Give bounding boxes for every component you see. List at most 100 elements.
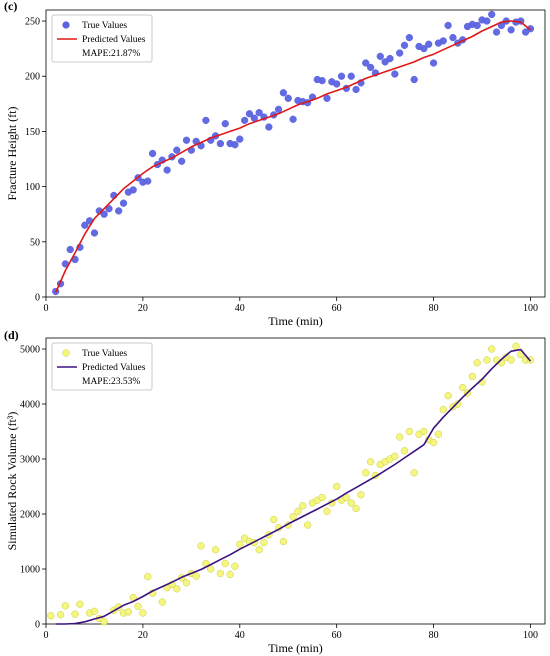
true-value-point bbox=[207, 565, 215, 573]
true-value-point bbox=[260, 538, 268, 547]
true-value-point bbox=[342, 493, 351, 502]
predicted-values-line bbox=[54, 20, 532, 293]
true-value-point bbox=[483, 356, 491, 364]
true-value-point bbox=[347, 499, 355, 507]
true-value-point bbox=[400, 447, 409, 455]
legend-true-marker bbox=[62, 349, 70, 357]
true-value-point bbox=[192, 572, 200, 580]
panel-label: (c) bbox=[4, 0, 17, 13]
true-value-point bbox=[512, 342, 520, 350]
true-value-point bbox=[357, 491, 365, 499]
true-value-point bbox=[488, 10, 496, 19]
y-tick-label: 150 bbox=[25, 127, 40, 138]
y-tick-label: 0 bbox=[35, 293, 40, 304]
true-value-point bbox=[148, 149, 157, 158]
plot-frame bbox=[45, 337, 546, 625]
y-tick-label: 100 bbox=[25, 182, 40, 193]
true-value-point bbox=[333, 80, 341, 88]
true-value-point bbox=[100, 210, 108, 218]
true-value-point bbox=[303, 521, 312, 529]
x-tick-label: 0 bbox=[44, 630, 49, 641]
x-tick-label: 80 bbox=[429, 630, 439, 641]
true-value-point bbox=[197, 542, 205, 550]
true-value-point bbox=[429, 59, 438, 67]
true-value-point bbox=[158, 598, 166, 606]
true-value-point bbox=[66, 245, 74, 254]
x-tick-label: 20 bbox=[138, 303, 148, 314]
true-value-point bbox=[468, 372, 476, 381]
true-value-point bbox=[255, 546, 263, 554]
true-value-point bbox=[90, 229, 99, 237]
true-value-point bbox=[362, 469, 370, 477]
true-value-point bbox=[144, 573, 152, 581]
x-tick-label: 60 bbox=[332, 303, 342, 314]
true-value-point bbox=[347, 72, 355, 80]
legend: True Values Predicted Values MAPE:21.87% bbox=[51, 14, 153, 63]
true-value-point bbox=[507, 26, 515, 34]
true-value-point bbox=[405, 427, 413, 436]
true-value-point bbox=[105, 205, 113, 213]
true-value-point bbox=[90, 607, 99, 615]
true-value-point bbox=[279, 537, 288, 546]
true-value-point bbox=[410, 469, 418, 477]
true-value-point bbox=[265, 123, 273, 131]
true-value-point bbox=[173, 146, 181, 154]
true-value-point bbox=[488, 345, 496, 353]
true-value-point bbox=[129, 186, 137, 194]
y-tick-label: 4000 bbox=[20, 400, 40, 411]
true-value-point bbox=[231, 562, 239, 570]
true-value-point bbox=[47, 612, 55, 620]
true-value-point bbox=[439, 37, 447, 45]
true-value-point bbox=[56, 611, 65, 619]
x-tick-label: 100 bbox=[523, 303, 538, 314]
true-value-point bbox=[323, 94, 331, 102]
true-value-point bbox=[318, 493, 326, 502]
y-axis-label: Simulated Rock Volume (ft³) bbox=[5, 412, 19, 551]
legend-mape-label: MAPE:23.53% bbox=[82, 377, 140, 387]
true-value-point bbox=[376, 52, 384, 61]
true-value-point bbox=[240, 116, 249, 125]
true-value-point bbox=[289, 513, 297, 521]
x-tick-label: 80 bbox=[429, 303, 439, 314]
legend-true-marker bbox=[62, 21, 70, 29]
y-tick-label: 50 bbox=[30, 237, 40, 248]
true-value-point bbox=[473, 21, 481, 30]
true-value-point bbox=[454, 400, 462, 408]
true-value-point bbox=[100, 618, 108, 626]
true-value-point bbox=[444, 392, 452, 400]
true-value-point bbox=[178, 157, 186, 165]
true-value-point bbox=[274, 105, 283, 113]
legend-mape-label: MAPE:21.87% bbox=[82, 49, 140, 59]
true-value-point bbox=[391, 70, 399, 78]
true-value-point bbox=[405, 33, 413, 42]
x-axis-label: Time (min) bbox=[268, 641, 323, 655]
true-value-point bbox=[483, 17, 491, 25]
y-tick-label: 1000 bbox=[20, 565, 40, 576]
legend-true-label: True Values bbox=[82, 21, 127, 31]
legend-true-label: True Values bbox=[82, 349, 127, 359]
y-tick-label: 3000 bbox=[20, 455, 40, 466]
true-value-point bbox=[352, 85, 360, 94]
true-value-point bbox=[458, 383, 467, 392]
true-value-point bbox=[420, 427, 428, 436]
true-value-point bbox=[429, 438, 438, 447]
true-value-point bbox=[211, 546, 220, 554]
true-values-series bbox=[47, 342, 535, 626]
true-value-point bbox=[216, 569, 225, 578]
true-value-point bbox=[444, 21, 452, 30]
true-value-point bbox=[144, 177, 152, 185]
true-value-point bbox=[386, 54, 394, 63]
true-value-point bbox=[396, 49, 404, 57]
true-value-point bbox=[163, 166, 171, 174]
true-value-point bbox=[333, 482, 341, 491]
predicted-values-line bbox=[55, 348, 532, 625]
true-value-point bbox=[182, 579, 191, 587]
true-value-point bbox=[366, 63, 375, 72]
true-value-point bbox=[221, 559, 229, 568]
x-tick-label: 0 bbox=[44, 303, 49, 314]
true-value-point bbox=[76, 600, 84, 608]
true-value-point bbox=[366, 458, 375, 466]
x-axis-label: Time (min) bbox=[268, 314, 323, 328]
y-tick-label: 200 bbox=[25, 72, 40, 83]
